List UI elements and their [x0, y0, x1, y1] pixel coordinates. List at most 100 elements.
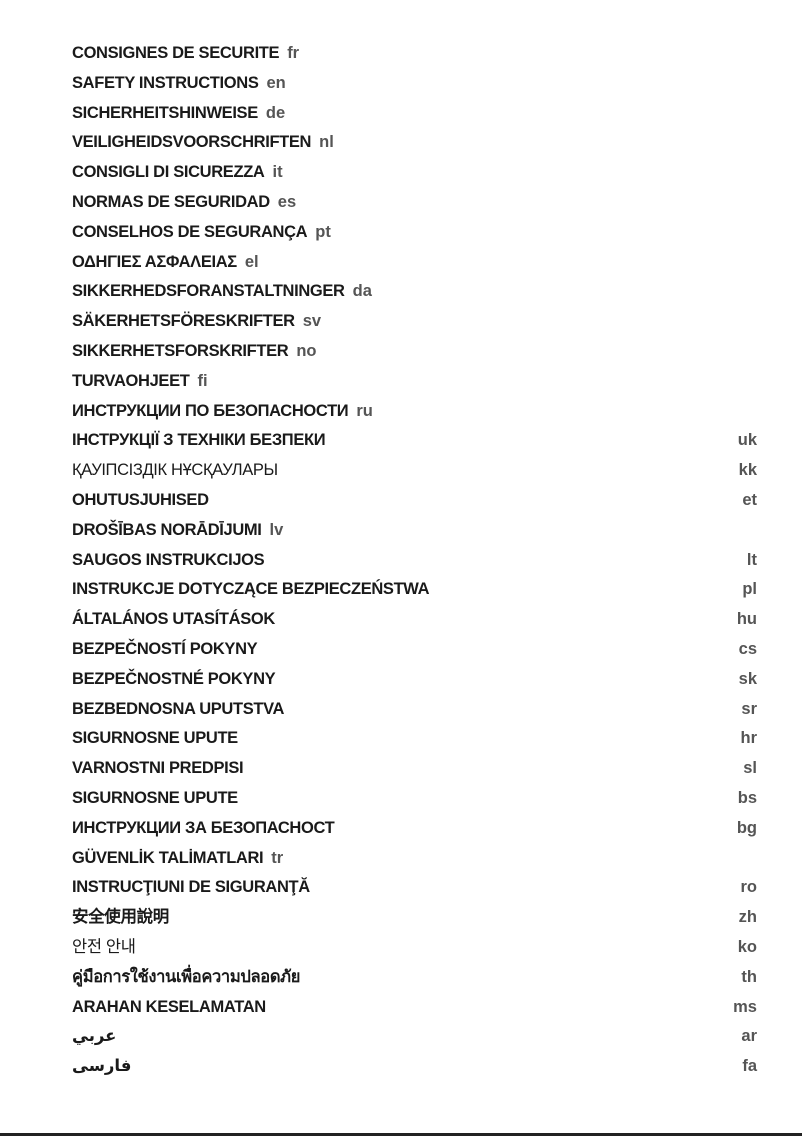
language-title: BEZPEČNOSTNÉ POKYNY	[72, 669, 276, 688]
language-title: ΟΔΗΓΙΕΣ ΑΣΦΑΛΕΙΑΣ	[72, 252, 237, 271]
language-entry-hu: ÁLTALÁNOS UTASÍTÁSOK hu	[72, 606, 757, 632]
language-code: ms	[733, 997, 757, 1016]
language-entry-ro: INSTRUCŢIUNI DE SIGURANŢĂ ro	[72, 874, 757, 900]
language-code: kk	[738, 461, 757, 480]
language-title: 安全使用說明	[72, 908, 169, 927]
language-entry-lt: SAUGOS INSTRUKCIJOS lt	[72, 547, 757, 573]
language-title: ІНСТРУКЦІЇ З ТЕХНІКИ БЕЗПЕКИ	[72, 431, 326, 450]
language-entry-it: CONSIGLI DI SICUREZZA it	[72, 159, 757, 185]
language-title: ҚАУІПСІЗДІК НҰСҚАУЛАРЫ	[72, 461, 278, 480]
language-code: fi	[197, 371, 208, 390]
language-code: hu	[736, 610, 757, 629]
language-title: INSTRUCŢIUNI DE SIGURANŢĂ	[72, 878, 310, 897]
language-title: SAUGOS INSTRUKCIJOS	[72, 550, 265, 569]
language-entry-ar: عربي ar	[72, 1023, 757, 1049]
language-code: hr	[740, 729, 758, 748]
language-code: ro	[740, 878, 758, 897]
language-code: uk	[737, 431, 757, 450]
language-title: ARAHAN KESELAMATAN	[72, 997, 266, 1016]
language-entry-sv: SÄKERHETSFÖRESKRIFTER sv	[72, 308, 757, 334]
language-title: BEZPEČNOSTÍ POKYNY	[72, 640, 258, 658]
language-code: zh	[738, 908, 757, 927]
language-entry-kk: ҚАУІПСІЗДІК НҰСҚАУЛАРЫ kk	[72, 457, 757, 483]
language-entry-th: คู่มือการใช้งานเพื่อความปลอดภัย th	[72, 964, 757, 990]
language-code: et	[742, 491, 757, 509]
language-title: CONSIGLI DI SICUREZZA	[72, 163, 265, 182]
language-code: sl	[743, 759, 757, 778]
language-title: ИНСТРУКЦИИ ЗА БЕЗОПАСНОСТ	[72, 818, 335, 837]
bottom-rule	[0, 1133, 802, 1136]
language-code: cs	[738, 640, 757, 658]
language-title: NORMAS DE SEGURIDAD	[72, 193, 270, 211]
language-title: فارسی	[72, 1057, 132, 1076]
language-code: lv	[269, 520, 284, 539]
language-entry-pt: CONSELHOS DE SEGURANÇA pt	[72, 219, 757, 245]
language-entry-pl: INSTRUKCJE DOTYCZĄCE BEZPIECZEŃSTWA pl	[72, 576, 757, 602]
language-title: عربي	[72, 1027, 117, 1046]
language-title: TURVAOHJEET	[72, 371, 190, 390]
language-entry-en: SAFETY INSTRUCTIONS en	[72, 70, 757, 96]
language-code: lt	[746, 550, 757, 569]
language-title: INSTRUKCJE DOTYCZĄCE BEZPIECZEŃSTWA	[72, 580, 430, 599]
language-code: no	[296, 342, 317, 360]
language-entry-zh: 安全使用說明 zh	[72, 904, 757, 930]
language-code: en	[266, 73, 286, 92]
language-code: sr	[741, 699, 757, 718]
language-entry-fi: TURVAOHJEET fi	[72, 368, 757, 394]
language-title: 안전 안내	[72, 938, 136, 956]
language-code: th	[741, 967, 757, 986]
language-code: ko	[737, 938, 757, 956]
language-title: คู่มือการใช้งานเพื่อความปลอดภัย	[72, 967, 301, 986]
language-code: bg	[736, 818, 757, 837]
language-code: da	[352, 282, 372, 301]
language-title: SIGURNOSNE UPUTE	[72, 789, 238, 807]
language-entry-hr: SIGURNOSNE UPUTE hr	[72, 725, 757, 751]
language-entry-nl: VEILIGHEIDSVOORSCHRIFTEN nl	[72, 129, 757, 155]
language-entry-lv: DROŠĪBAS NORĀDĪJUMI lv	[72, 517, 757, 543]
language-title: ИНСТРУКЦИИ ПО БЕЗОПАСНОСТИ	[72, 401, 349, 420]
language-entry-cs: BEZPEČNOSTÍ POKYNY cs	[72, 636, 757, 662]
language-title: ÁLTALÁNOS UTASÍTÁSOK	[72, 610, 275, 629]
language-entry-sk: BEZPEČNOSTNÉ POKYNY sk	[72, 666, 757, 692]
language-entry-sl: VARNOSTNI PREDPISI sl	[72, 755, 757, 781]
language-title: BEZBEDNOSNA UPUTSTVA	[72, 699, 285, 718]
language-code: pl	[742, 580, 757, 599]
language-entry-fa: فارسی fa	[72, 1053, 757, 1079]
language-code: pt	[315, 222, 331, 241]
language-code: sk	[738, 669, 757, 688]
language-entry-ms: ARAHAN KESELAMATAN ms	[72, 994, 757, 1020]
language-title: SIKKERHEDSFORANSTALTNINGER	[72, 282, 345, 301]
language-entry-bg: ИНСТРУКЦИИ ЗА БЕЗОПАСНОСТ bg	[72, 815, 757, 841]
language-code: nl	[319, 133, 334, 152]
language-code: bs	[737, 789, 757, 807]
language-entry-de: SICHERHEITSHINWEISE de	[72, 100, 757, 126]
language-code: de	[265, 103, 286, 122]
language-entry-fr: CONSIGNES DE SECURITE fr	[72, 40, 757, 66]
language-entry-el: ΟΔΗΓΙΕΣ ΑΣΦΑΛΕΙΑΣ el	[72, 249, 757, 275]
language-entry-ko: 안전 안내 ko	[72, 934, 757, 960]
language-code: fr	[287, 44, 300, 62]
language-entry-et: OHUTUSJUHISED et	[72, 487, 757, 513]
language-code: fa	[742, 1057, 757, 1076]
language-title: CONSELHOS DE SEGURANÇA	[72, 222, 308, 241]
language-entry-es: NORMAS DE SEGURIDAD es	[72, 189, 757, 215]
language-entry-tr: GÜVENLİK TALİMATLARI tr	[72, 845, 757, 871]
language-entry-da: SIKKERHEDSFORANSTALTNINGER da	[72, 278, 757, 304]
language-code: ar	[741, 1027, 757, 1046]
language-entry-no: SIKKERHETSFORSKRIFTER no	[72, 338, 757, 364]
language-code: it	[272, 163, 283, 182]
language-title: CONSIGNES DE SECURITE	[72, 44, 280, 62]
language-code: tr	[271, 848, 284, 867]
language-title: GÜVENLİK TALİMATLARI	[72, 848, 264, 867]
language-entry-uk: ІНСТРУКЦІЇ З ТЕХНІКИ БЕЗПЕКИ uk	[72, 427, 757, 453]
language-title: VEILIGHEIDSVOORSCHRIFTEN	[72, 133, 312, 152]
language-title: VARNOSTNI PREDPISI	[72, 759, 244, 778]
language-code: sv	[302, 312, 322, 331]
language-title: SIKKERHETSFORSKRIFTER	[72, 342, 289, 360]
language-code: ru	[356, 401, 373, 420]
language-code: el	[244, 252, 259, 271]
language-entry-bs: SIGURNOSNE UPUTE bs	[72, 785, 757, 811]
language-title: SIGURNOSNE UPUTE	[72, 729, 238, 748]
language-title: SAFETY INSTRUCTIONS	[72, 73, 259, 92]
language-code: es	[277, 193, 297, 211]
